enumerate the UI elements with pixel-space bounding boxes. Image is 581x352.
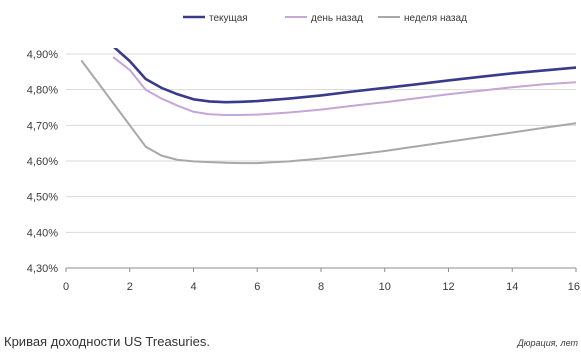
- y-axis-tick-labels: 4,30% 4,40% 4,50% 4,60% 4,70% 4,80% 4,90%: [27, 49, 58, 275]
- x-tick-label: 6: [254, 281, 260, 293]
- y-tick-label: 4,80%: [27, 85, 58, 97]
- y-tick-label: 4,70%: [27, 120, 58, 132]
- x-tick-label: 16: [568, 281, 580, 293]
- y-tick-label: 4,60%: [27, 156, 58, 168]
- series-line-1: [113, 48, 576, 104]
- series-line-3: [80, 60, 576, 165]
- x-tick-label: 8: [318, 281, 324, 293]
- series-lines: [80, 48, 576, 165]
- x-axis: 0 2 4 6 8 10 12 14 16: [63, 267, 580, 293]
- legend-label-2: день назад: [311, 13, 363, 24]
- figure-caption: Кривая доходности US Treasuries.: [4, 334, 210, 349]
- y-tick-label: 4,40%: [27, 227, 58, 239]
- chart-legend: текущая день назад неделя назад: [183, 13, 467, 24]
- x-tick-label: 14: [506, 281, 518, 293]
- series-line-2: [112, 56, 576, 116]
- x-tick-label: 10: [379, 281, 391, 293]
- x-axis-title: Дюрация, лет: [516, 338, 578, 348]
- legend-label-1: текущая: [209, 13, 248, 24]
- y-tick-label: 4,50%: [27, 192, 58, 204]
- legend-label-3: неделя назад: [404, 13, 467, 24]
- x-tick-label: 4: [190, 281, 196, 293]
- y-tick-label: 4,30%: [27, 263, 58, 275]
- x-tick-label: 0: [63, 281, 69, 293]
- x-tick-label: 12: [442, 281, 454, 293]
- y-tick-label: 4,90%: [27, 49, 58, 61]
- x-tick-label: 2: [127, 281, 133, 293]
